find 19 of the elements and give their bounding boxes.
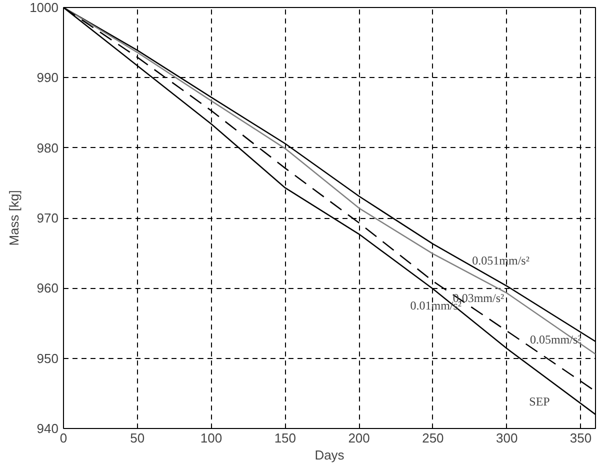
y-tick-label: 990 <box>36 70 59 86</box>
x-tick-label: 150 <box>274 430 296 446</box>
x-tick-label: 0 <box>60 430 68 446</box>
x-tick-label: 50 <box>130 430 145 446</box>
y-tick-label: 940 <box>36 421 59 436</box>
x-axis-title: Days <box>314 448 345 462</box>
annotation: SEP <box>529 394 550 408</box>
y-axis-title: Mass [kg] <box>6 190 22 246</box>
x-tick-label: 250 <box>422 430 444 446</box>
series-label: 0.051mm/s² <box>472 254 530 268</box>
y-tick-label: 960 <box>36 280 59 296</box>
x-tick-label: 350 <box>570 430 592 446</box>
x-tick-label: 300 <box>496 430 518 446</box>
x-tick-label: 200 <box>348 430 370 446</box>
y-tick-label: 1000 <box>30 0 58 15</box>
y-tick-label: 980 <box>36 140 59 156</box>
y-tick-label: 970 <box>36 210 59 226</box>
x-tick-label: 100 <box>200 430 222 446</box>
y-tick-label: 950 <box>36 350 59 366</box>
